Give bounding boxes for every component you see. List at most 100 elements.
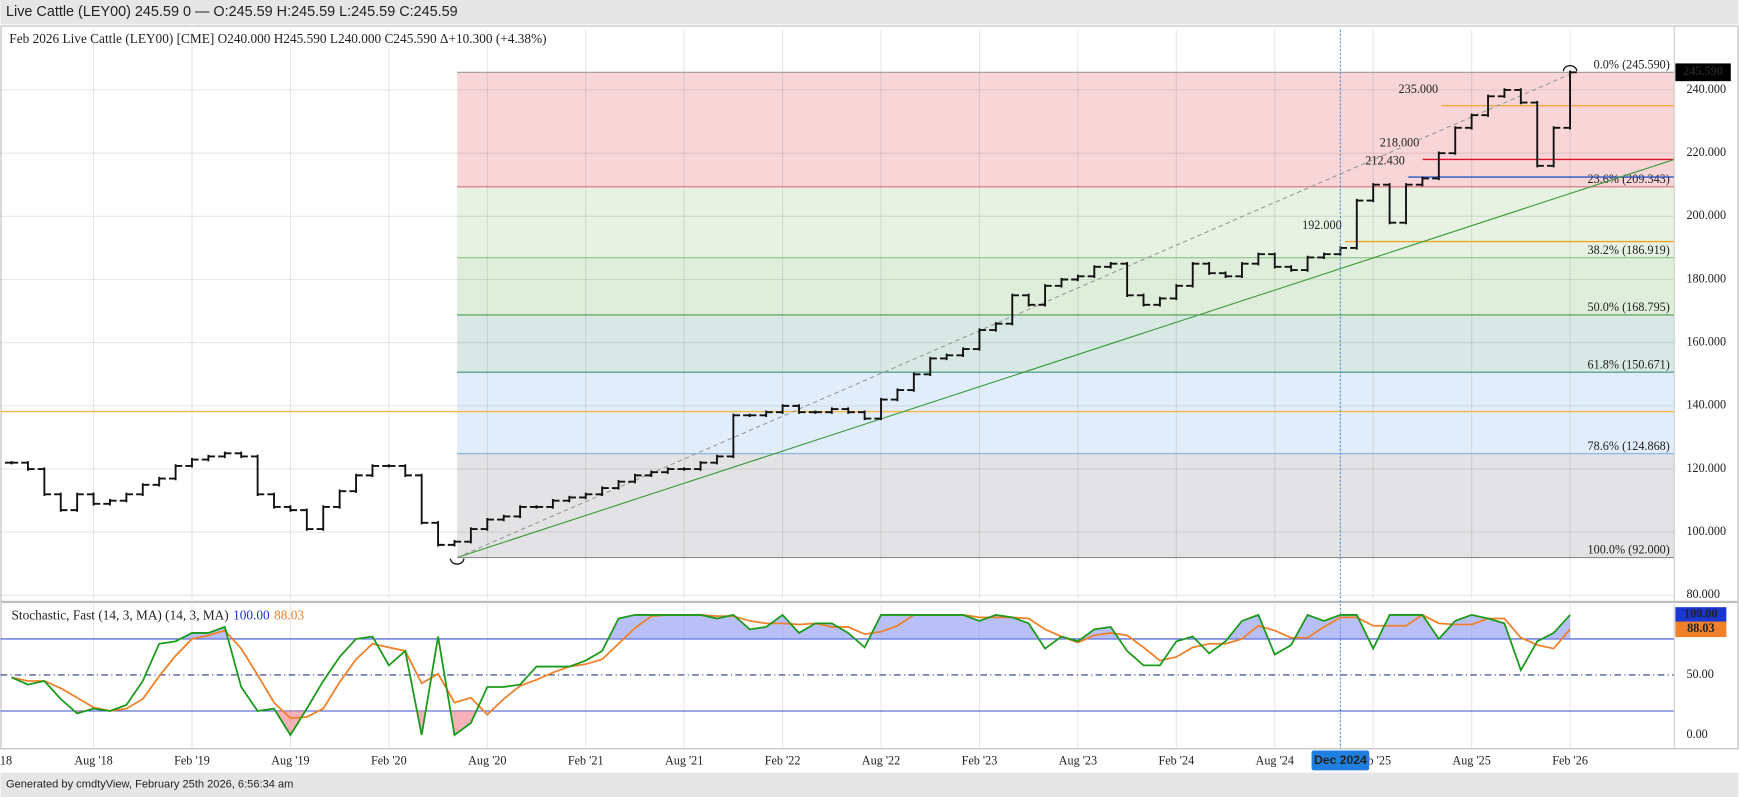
price-bar [1464, 113, 1479, 130]
fib-trend-dashed [456, 71, 1575, 559]
fib-label: 0.0% (245.590) [1594, 57, 1670, 71]
price-bar [513, 505, 527, 519]
price-bar [661, 467, 675, 474]
price-bar [759, 410, 773, 418]
price-bar [431, 521, 445, 547]
price-bar [890, 388, 905, 402]
price-bar [529, 505, 544, 509]
price-bar [1547, 126, 1561, 168]
price-bar [218, 451, 232, 459]
price-bar [250, 454, 265, 496]
stoch-title: Stochastic, Fast (14, 3, MA) (14, 3, MA)… [12, 607, 305, 622]
price-bar [136, 483, 150, 496]
stoch-d-value: 88.03 [274, 607, 304, 622]
x-tick-label: Aug '18 [74, 753, 112, 767]
x-tick-label: Aug '22 [862, 753, 900, 767]
price-bar [1022, 293, 1036, 307]
last-price-box [1675, 63, 1731, 82]
stoch-line [11, 613, 1571, 737]
footer: Generated by cmdtyView, February 25th 20… [6, 779, 293, 791]
price-bar [1530, 100, 1544, 168]
x-tick-label: Aug '21 [665, 753, 703, 767]
price-bar [1071, 274, 1085, 282]
fib-band [457, 372, 1675, 454]
price-bar [956, 347, 970, 357]
stoch-value-box [1675, 607, 1727, 623]
y-tick-label: 200.000 [1686, 208, 1726, 222]
price-line-label: 192.000 [1302, 218, 1342, 232]
y-tick-label: 220.000 [1686, 145, 1726, 159]
stoch-value-label: 100.00 [1684, 607, 1718, 621]
price-bar [86, 492, 101, 506]
price-bar [972, 328, 987, 351]
price-bar [1005, 293, 1019, 326]
price-bar [1169, 284, 1183, 301]
price-bar [119, 492, 134, 503]
y-tick-label: 180.000 [1686, 271, 1726, 285]
x-tick-label: Feb '26 [1552, 753, 1588, 767]
price-bar [316, 505, 330, 531]
price-bar [382, 464, 396, 468]
stoch-tick-label: 50.00 [1686, 667, 1713, 681]
price-bar [497, 514, 511, 522]
price-bar [1251, 252, 1266, 266]
stoch-tick-label: 0.00 [1686, 727, 1707, 741]
fib-label: 78.6% (124.868) [1588, 439, 1670, 453]
price-bar [447, 540, 462, 547]
x-tick-label: Feb '19 [174, 753, 210, 767]
price-bar [939, 353, 954, 361]
price-bar [185, 457, 199, 468]
price-bar [1054, 277, 1069, 288]
fib-label: 23.6% (209.343) [1588, 172, 1670, 186]
stoch-value-box [1675, 621, 1727, 638]
x-tick-label: Aug '20 [468, 753, 506, 767]
plot-layer: 0.0% (245.590) 23.6% (209.343) 38.2% (186.… [0, 25, 1739, 771]
price-bar [54, 492, 68, 512]
price-bar [1382, 183, 1397, 225]
price-bar [1399, 183, 1413, 225]
price-bar [1038, 284, 1052, 307]
crosshair-tag [1311, 750, 1370, 771]
price-line-label: 218.000 [1380, 136, 1420, 150]
price-bar [1136, 293, 1151, 307]
price-bar [562, 495, 576, 503]
price-bar [464, 527, 478, 544]
price-bar [1153, 296, 1167, 307]
crosshair-label: Dec 2024 [1314, 753, 1367, 767]
y-tick-label: 80.000 [1686, 587, 1720, 601]
price-bar [4, 461, 19, 465]
price-bar [1087, 265, 1101, 279]
price-bar [1120, 262, 1134, 297]
price-bar [644, 470, 659, 478]
y-tick-label: 120.000 [1686, 461, 1726, 475]
price-bar [1366, 183, 1380, 203]
price-bar [1432, 151, 1446, 181]
price-bar [1563, 70, 1577, 130]
x-tick-label: Aug '23 [1059, 753, 1097, 767]
x-tick-label: Feb '24 [1158, 753, 1194, 767]
price-bar [595, 486, 609, 496]
price-bar [415, 473, 429, 525]
price-bar [480, 517, 494, 531]
price-bar [907, 372, 921, 392]
price-bar [283, 505, 298, 512]
x-tick-label: Feb '22 [765, 753, 801, 767]
x-tick-label: Aug '24 [1256, 753, 1294, 767]
fib-band [457, 186, 1675, 258]
low-marker [449, 558, 465, 565]
stoch-value-label: 88.03 [1687, 621, 1714, 635]
price-bar [21, 461, 35, 471]
price-bar [37, 467, 51, 496]
price-bar [677, 467, 691, 471]
price-bar [201, 454, 216, 462]
price-bar [1448, 126, 1462, 155]
top-bar [0, 0, 1739, 25]
x-edge-label: 18 [0, 753, 12, 767]
fib-label: 50.0% (168.795) [1588, 300, 1670, 314]
price-bar [808, 410, 823, 414]
price-bar [546, 498, 560, 509]
price-bar [1514, 88, 1528, 105]
y-tick-label: 160.000 [1686, 334, 1726, 348]
trendline [456, 158, 1675, 559]
